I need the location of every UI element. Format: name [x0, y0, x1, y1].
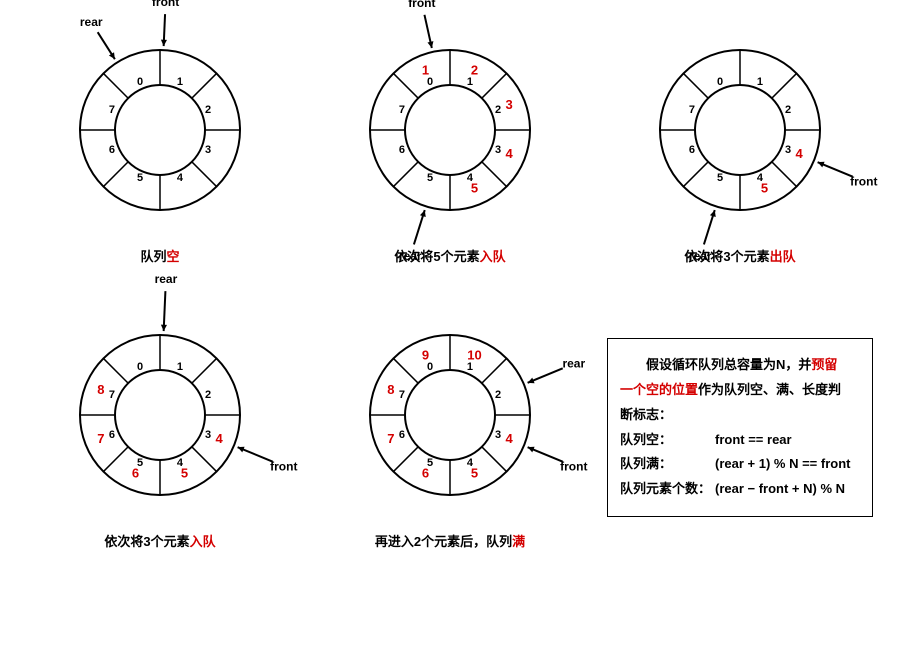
front-pointer-label: front [560, 459, 587, 473]
slot-index: 1 [177, 76, 183, 88]
slot-value: 4 [216, 431, 224, 446]
circular-queue-diagram: 0123456791045678rearfront再进入2个元素后，队列满 [310, 305, 590, 550]
slot-index: 0 [717, 76, 723, 88]
slot-value: 6 [422, 466, 429, 481]
slot-value: 9 [422, 347, 429, 362]
slot-index: 6 [399, 429, 405, 441]
slot-index: 0 [137, 76, 143, 88]
slot-index: 3 [785, 144, 791, 156]
formula-info-box: 假设循环队列总容量为N，并预留一个空的位置作为队列空、满、长度判断标志：队列空：… [607, 338, 873, 516]
slot-index: 7 [399, 104, 405, 116]
slot-index: 0 [427, 76, 433, 88]
slot-index: 5 [137, 172, 143, 184]
slot-index: 1 [177, 361, 183, 373]
slot-value: 3 [506, 97, 513, 112]
slot-index: 3 [495, 144, 501, 156]
formula-row: 队列空：front == rear [620, 428, 860, 453]
front-pointer-label: front [850, 174, 877, 188]
slot-index: 4 [177, 172, 184, 184]
diagram-caption: 再进入2个元素后，队列满 [375, 531, 525, 550]
slot-index: 6 [399, 144, 405, 156]
slot-value: 10 [467, 347, 481, 362]
front-pointer-label: front [408, 0, 435, 10]
slot-index: 2 [205, 389, 211, 401]
rear-pointer-label: rear [399, 249, 422, 263]
slot-value: 8 [97, 382, 104, 397]
slot-value: 1 [422, 62, 429, 77]
rear-pointer-label: rear [80, 15, 103, 29]
slot-value: 6 [132, 466, 139, 481]
slot-value: 5 [471, 181, 478, 196]
circular-queue-diagram: 0123456745rearfront依次将3个元素出队 [600, 20, 880, 265]
slot-value: 4 [506, 146, 514, 161]
front-pointer-label: front [270, 459, 297, 473]
rear-pointer-label: rear [689, 249, 712, 263]
slot-index: 5 [427, 172, 433, 184]
circular-queue-diagram: 0123456712345rearfront依次将5个元素入队 [310, 20, 590, 265]
slot-value: 4 [506, 431, 514, 446]
slot-index: 6 [109, 144, 115, 156]
diagram-caption: 队列空 [140, 246, 179, 265]
slot-index: 2 [495, 389, 501, 401]
slot-value: 5 [181, 466, 188, 481]
slot-index: 6 [689, 144, 695, 156]
slot-index: 7 [399, 389, 405, 401]
slot-index: 6 [109, 429, 115, 441]
slot-index: 7 [109, 104, 115, 116]
slot-value: 5 [761, 181, 768, 196]
formula-row: 队列满：(rear + 1) % N == front [620, 452, 860, 477]
slot-value: 7 [387, 431, 394, 446]
slot-value: 2 [471, 62, 478, 77]
slot-index: 2 [495, 104, 501, 116]
slot-index: 7 [109, 389, 115, 401]
slot-index: 3 [205, 429, 211, 441]
slot-index: 2 [205, 104, 211, 116]
formula-row: 队列元素个数：(rear − front + N) % N [620, 477, 860, 502]
diagram-caption: 依次将3个元素入队 [104, 531, 215, 550]
slot-value: 8 [387, 382, 394, 397]
rear-pointer-label: rear [562, 357, 585, 371]
slot-index: 3 [205, 144, 211, 156]
rear-pointer-label: rear [155, 272, 178, 286]
front-pointer-label: front [152, 0, 179, 9]
slot-index: 1 [757, 76, 763, 88]
slot-index: 3 [495, 429, 501, 441]
slot-value: 4 [796, 146, 804, 161]
slot-index: 1 [467, 76, 473, 88]
circular-queue-diagram: 0123456745678rearfront依次将3个元素入队 [20, 305, 300, 550]
slot-index: 0 [427, 361, 433, 373]
slot-index: 2 [785, 104, 791, 116]
slot-index: 7 [689, 104, 695, 116]
circular-queue-diagram: 01234567rearfront队列空 [20, 20, 300, 265]
slot-index: 1 [467, 361, 473, 373]
slot-value: 7 [97, 431, 104, 446]
slot-value: 5 [471, 466, 478, 481]
slot-index: 0 [137, 361, 143, 373]
slot-index: 5 [717, 172, 723, 184]
